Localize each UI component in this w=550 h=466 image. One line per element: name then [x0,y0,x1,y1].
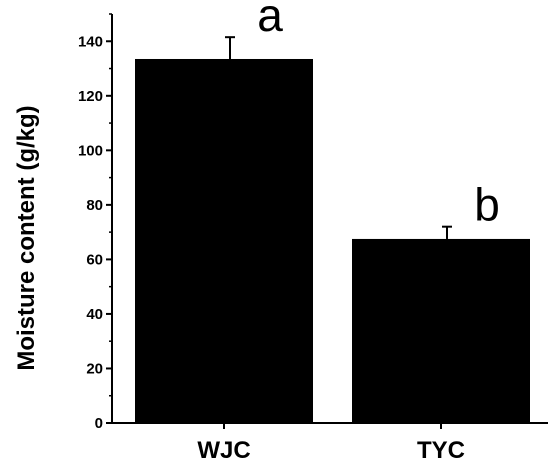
x-tick-label: TYC [417,437,465,464]
y-tick-label: 140 [78,33,103,50]
y-tick-label: 120 [78,88,103,105]
y-tick-label: 80 [86,197,103,214]
significance-label: b [474,179,500,231]
x-tick-label: WJC [197,437,250,464]
y-tick-label: 60 [86,251,103,268]
bar-wjc [135,58,313,424]
significance-label: a [257,0,283,41]
y-tick-label: 20 [86,360,103,377]
y-tick-label: 40 [86,306,103,323]
y-tick-label: 100 [78,142,103,159]
y-tick-label: 0 [95,415,103,432]
bar-tyc [352,238,530,423]
plot-area: 0 20 40 60 80 100 120 140 WJC a TYC b [78,0,548,464]
y-axis-title: Moisture content (g/kg) [13,105,40,370]
